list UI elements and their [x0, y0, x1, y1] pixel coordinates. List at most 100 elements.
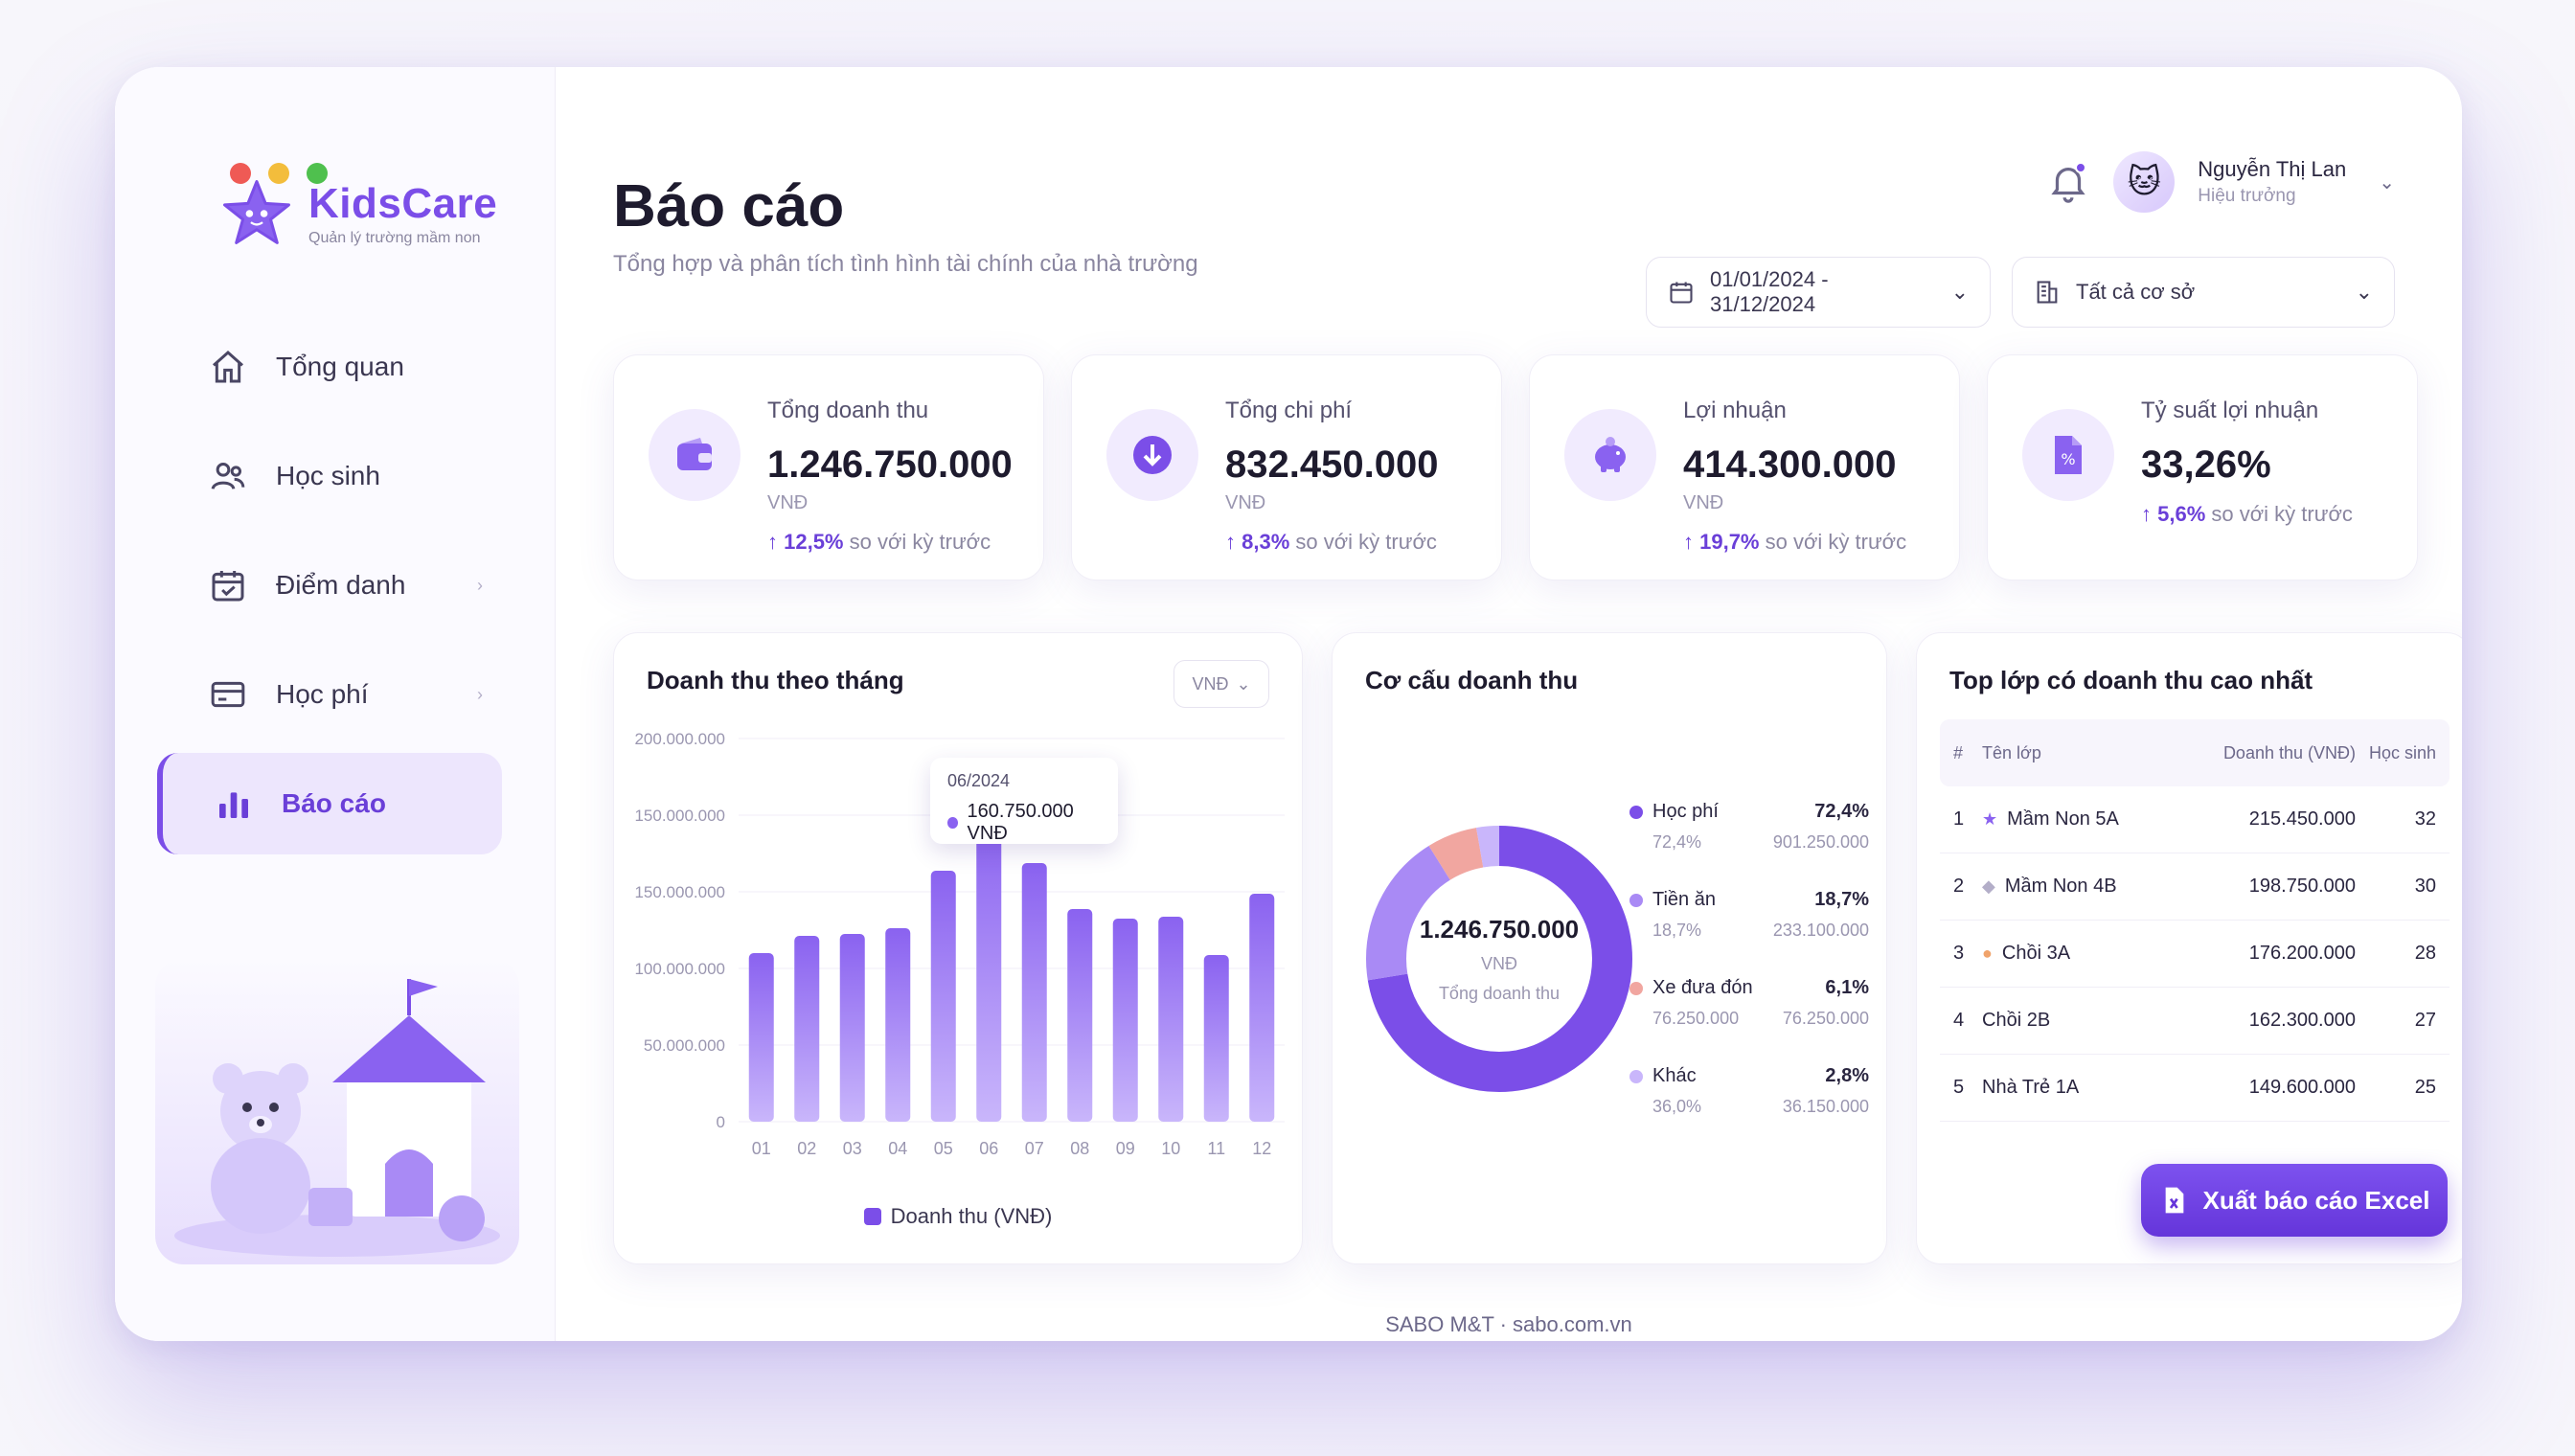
window-controls	[230, 163, 328, 184]
chevron-down-icon[interactable]: ⌄	[2379, 171, 2395, 193]
legend-pct: 2,8%	[1825, 1065, 1869, 1086]
legend-name: Học phí	[1652, 801, 1719, 822]
user-info[interactable]: Nguyễn Thị Lan Hiệu trưởng	[2198, 157, 2346, 207]
legend-sub: 72,4%	[1652, 832, 1702, 852]
x-tick-label: 07	[1025, 1139, 1044, 1158]
bar-month-02[interactable]	[794, 936, 820, 1122]
bar-month-01[interactable]	[748, 953, 774, 1122]
kpi-label: Lợi nhuận	[1683, 398, 1787, 423]
kpi-label: Tổng doanh thu	[767, 398, 929, 423]
sidebar-item-students[interactable]: Học sinh	[157, 425, 502, 527]
users-icon	[211, 463, 245, 489]
bar-month-09[interactable]	[1112, 919, 1138, 1122]
brand-name: KidsCare	[308, 180, 498, 227]
percent-document-icon: %	[2022, 409, 2114, 501]
bar-month-04[interactable]	[885, 928, 911, 1122]
legend-item-meals[interactable]: Tiền ăn 18,7% 18,7% 233.100.000	[1629, 889, 1869, 977]
header-students[interactable]: Học sinh	[2368, 742, 2436, 762]
kpi-total-cost[interactable]: Tổng chi phí 832.450.000 VNĐ ↑ 8,3% so v…	[1071, 354, 1502, 580]
table-row[interactable]: 4 Chồi 2B 162.300.000 27	[1940, 988, 2450, 1055]
y-tick-label: 0	[717, 1113, 725, 1131]
filters: 01/01/2024 - 31/12/2024 ⌄ Tất cả cơ sở ⌄	[1646, 257, 2395, 328]
maximize-window-button[interactable]	[307, 163, 328, 184]
top-classes-table: # Tên lớp Doanh thu (VNĐ) Học sinh 1 ★ Mầ…	[1940, 719, 2450, 1122]
panel-title: Top lớp có doanh thu cao nhất	[1949, 666, 2313, 694]
kpi-change: ↑ 8,3% so với kỳ trước	[1225, 530, 1501, 555]
revenue-structure-panel: Cơ cấu doanh thu 1.246.750.000 VNĐ Tổng …	[1332, 632, 1887, 1264]
row-index: 4	[1953, 1010, 1965, 1031]
tooltip-month: 06/2024	[947, 771, 1011, 790]
x-tick-label: 02	[797, 1139, 816, 1158]
table-row[interactable]: 3 ● Chồi 3A 176.200.000 28	[1940, 921, 2450, 988]
star-icon: ★	[1982, 809, 1998, 829]
y-tick-label: 50.000.000	[644, 1036, 725, 1055]
bar-month-10[interactable]	[1158, 917, 1184, 1122]
header-class-name[interactable]: Tên lớp	[1982, 742, 2041, 762]
export-excel-button[interactable]: Xuất báo cáo Excel	[2141, 1164, 2448, 1237]
legend-item-other[interactable]: Khác 2,8% 36,0% 36.150.000	[1629, 1065, 1869, 1153]
kpi-profit-margin[interactable]: % Tỷ suất lợi nhuận 33,26% ↑ 5,6% so với…	[1987, 354, 2418, 580]
row-class-name: Chồi 3A	[2001, 943, 2071, 964]
row-revenue: 149.600.000	[2248, 1077, 2356, 1098]
row-index: 5	[1953, 1077, 1965, 1098]
bar-month-11[interactable]	[1203, 955, 1229, 1122]
donut-slice-1[interactable]	[1366, 826, 1632, 1092]
legend-item-tuition[interactable]: Học phí 72,4% 72,4% 901.250.000	[1629, 801, 1869, 889]
bar-month-03[interactable]	[839, 934, 865, 1122]
close-window-button[interactable]	[230, 163, 251, 184]
legend-pct: 18,7%	[1814, 889, 1869, 910]
table-header: # Tên lớp Doanh thu (VNĐ) Học sinh	[1940, 719, 2450, 786]
bar-month-06[interactable]	[976, 813, 1002, 1123]
row-class-name: Nhà Trẻ 1A	[1982, 1077, 2080, 1098]
donut-slice-3[interactable]	[1366, 826, 1632, 1092]
legend-sub: 76.250.000	[1652, 1009, 1740, 1028]
kpi-change-note: so với kỳ trước	[849, 530, 991, 554]
star-logo-icon	[223, 180, 290, 244]
sidebar-item-reports[interactable]: Báo cáo	[157, 753, 502, 854]
bar-month-12[interactable]	[1249, 894, 1275, 1122]
user-area: 🐱 Nguyễn Thị Lan Hiệu trưởng ⌄	[2046, 151, 2395, 213]
x-tick-label: 09	[1116, 1139, 1135, 1158]
sidebar-item-label: Báo cáo	[282, 788, 386, 818]
avatar[interactable]: 🐱	[2113, 151, 2176, 213]
row-revenue: 215.450.000	[2248, 808, 2356, 830]
donut-legend: Học phí 72,4% 72,4% 901.250.000 Tiền ăn 18,…	[1629, 801, 1869, 1153]
export-label: Xuất báo cáo Excel	[2202, 1185, 2430, 1215]
legend-amount: 36.150.000	[1782, 1097, 1869, 1116]
donut-center-unit: VNĐ	[1480, 953, 1517, 973]
kpi-change-pct: ↑ 5,6%	[2141, 502, 2206, 526]
table-row[interactable]: 1 ★ Mầm Non 5A 215.450.000 32	[1940, 786, 2450, 853]
page-title: Báo cáo	[613, 173, 845, 239]
building-icon	[2037, 281, 2058, 304]
sidebar-item-tuition[interactable]: Học phí ›	[157, 644, 502, 745]
donut-center-value: 1.246.750.000	[1419, 914, 1580, 944]
bar-month-07[interactable]	[1021, 863, 1047, 1122]
sidebar-item-overview[interactable]: Tổng quan	[157, 316, 502, 418]
y-tick-label: 150.000.000	[634, 807, 725, 825]
branch-select[interactable]: Tất cả cơ sở ⌄	[2012, 257, 2395, 328]
table-row[interactable]: 5 Nhà Trẻ 1A 149.600.000 25	[1940, 1055, 2450, 1122]
bar-month-05[interactable]	[930, 871, 956, 1122]
app-window: KidsCare Quản lý trường mầm non Tổng qua…	[115, 67, 2462, 1341]
header-revenue[interactable]: Doanh thu (VNĐ)	[2222, 742, 2356, 762]
unit-select-value: VNĐ	[1192, 673, 1229, 694]
table-row[interactable]: 2 ◆ Mầm Non 4B 198.750.000 30	[1940, 853, 2450, 921]
chevron-right-icon: ›	[477, 575, 483, 595]
sidebar-item-attendance[interactable]: Điểm danh ›	[157, 535, 502, 636]
bar-month-08[interactable]	[1067, 909, 1093, 1122]
kpi-total-revenue[interactable]: Tổng doanh thu 1.246.750.000 VNĐ ↑ 12,5%…	[613, 354, 1044, 580]
x-tick-label: 01	[752, 1139, 771, 1158]
notification-button[interactable]	[2046, 160, 2090, 204]
minimize-window-button[interactable]	[268, 163, 289, 184]
brand[interactable]: KidsCare Quản lý trường mầm non	[220, 177, 497, 250]
kpi-change-note: so với kỳ trước	[1295, 530, 1437, 554]
panel-title: Cơ cấu doanh thu	[1365, 666, 1579, 694]
legend-sub: 18,7%	[1652, 921, 1702, 940]
user-role: Hiệu trưởng	[2198, 186, 2296, 206]
legend-item-bus[interactable]: Xe đưa đón 6,1% 76.250.000 76.250.000	[1629, 977, 1869, 1065]
x-tick-label: 11	[1207, 1139, 1225, 1158]
kpi-value: 33,26%	[2141, 444, 2271, 486]
unit-select[interactable]: VNĐ ⌄	[1174, 660, 1269, 708]
date-range-picker[interactable]: 01/01/2024 - 31/12/2024 ⌄	[1646, 257, 1991, 328]
kpi-profit[interactable]: Lợi nhuận 414.300.000 VNĐ ↑ 19,7% so với…	[1529, 354, 1960, 580]
